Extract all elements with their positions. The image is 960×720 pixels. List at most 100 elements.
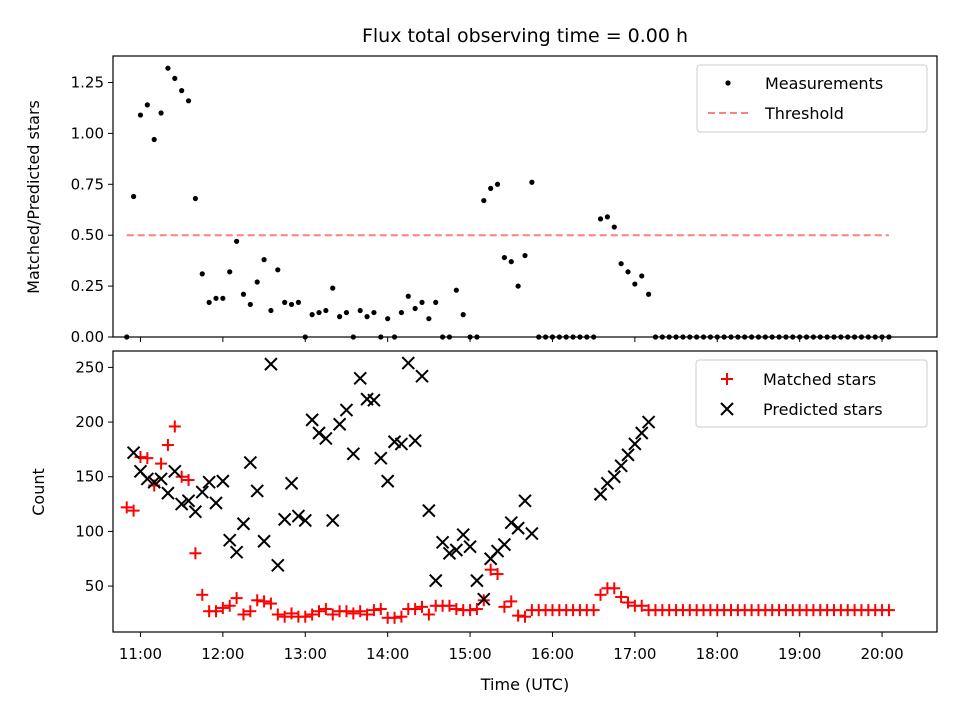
predicted-stars-point <box>319 431 333 446</box>
matched-stars-point <box>491 568 504 581</box>
measurement-point <box>604 214 611 220</box>
matched-stars-point <box>587 604 600 617</box>
predicted-stars-point <box>161 486 175 500</box>
top-y-tick-label: 0.75 <box>71 175 104 193</box>
measurement-point <box>330 285 336 291</box>
predicted-stars-point <box>628 437 642 451</box>
x-tick-label: 19:00 <box>778 645 821 663</box>
predicted-stars-point <box>477 592 491 606</box>
matched-stars-point <box>134 451 147 464</box>
x-tick-label: 11:00 <box>119 645 162 663</box>
matched-stars-point <box>196 588 209 601</box>
measurement-point <box>488 185 494 191</box>
matched-stars-point <box>313 605 325 618</box>
predicted-stars-point <box>277 512 292 527</box>
bottom-y-ticks: 50 100 150 200 250 <box>75 358 113 595</box>
measurement-point <box>405 293 411 299</box>
matched-stars-point <box>175 470 188 483</box>
matched-stars-point <box>237 608 250 621</box>
bottom-y-tick-label: 50 <box>85 577 104 595</box>
matched-stars-point <box>395 610 408 623</box>
measurement-point <box>632 281 638 287</box>
bottom-y-tick-label: 100 <box>75 522 104 540</box>
matched-stars-point <box>498 600 511 613</box>
predicted-stars-point <box>209 496 223 510</box>
predicted-stars-point <box>641 415 656 429</box>
predicted-stars-point <box>429 573 443 588</box>
x-tick-label: 18:00 <box>696 645 739 663</box>
measurement-point <box>323 307 329 314</box>
predicted-stars-point <box>216 474 230 488</box>
matched-stars-point <box>127 504 140 517</box>
measurement-point <box>288 301 295 308</box>
measurement-point <box>131 193 137 200</box>
legend-label-threshold: Threshold <box>764 104 844 123</box>
matched-stars-point <box>299 610 312 623</box>
predicted-stars-point <box>621 448 635 462</box>
bottom-x-ticks: 11:00 12:00 13:00 14:00 15:00 16:00 17:00 18:00… <box>119 632 904 663</box>
measurement-point <box>343 309 350 316</box>
measurement-point <box>185 98 192 104</box>
measurement-point <box>247 301 253 308</box>
predicted-stars-point <box>470 573 484 588</box>
measurement-point <box>412 305 418 312</box>
matched-stars-point <box>210 605 222 618</box>
measurement-point <box>529 179 535 185</box>
predicted-stars-point <box>305 413 319 427</box>
matched-stars-point <box>120 501 133 514</box>
predicted-stars-point <box>408 433 422 448</box>
predicted-stars-point <box>463 540 477 554</box>
bottom-legend-box <box>695 359 928 428</box>
measurement-point <box>357 307 363 314</box>
bottom-legend: Matched stars Predicted stars <box>695 359 928 428</box>
legend-marker-predicted <box>720 402 734 416</box>
measurement-point <box>282 299 288 305</box>
predicted-stars-point <box>593 487 608 501</box>
matched-stars-point <box>882 604 895 617</box>
legend-marker-matched <box>721 373 733 385</box>
matched-stars-point <box>141 452 154 465</box>
bottom-plot-area <box>120 356 895 624</box>
top-x-ticks <box>139 337 883 342</box>
measurement-point <box>137 112 144 118</box>
measurement-point <box>206 299 212 305</box>
predicted-stars-point <box>380 474 395 488</box>
matched-stars-point <box>278 610 291 623</box>
measurement-point <box>192 195 198 202</box>
measurement-point <box>364 314 370 320</box>
measurement-point <box>261 257 267 263</box>
top-legend: Measurements Threshold <box>696 64 928 133</box>
legend-marker-measurements <box>725 80 731 86</box>
measurement-point <box>371 309 377 316</box>
measurement-point <box>316 309 322 316</box>
measurement-point <box>625 269 631 275</box>
predicted-stars-point <box>449 543 464 557</box>
predicted-stars-point <box>435 535 450 550</box>
matched-stars-point <box>622 596 634 609</box>
matched-stars-point <box>635 599 648 612</box>
measurement-point <box>419 299 425 305</box>
matched-stars-point <box>484 563 497 576</box>
predicted-stars-point <box>635 426 649 440</box>
measurement-point <box>481 197 487 204</box>
predicted-stars-point <box>195 485 209 499</box>
legend-label-matched: Matched stars <box>763 370 876 389</box>
top-y-tick-label: 0.00 <box>71 328 104 346</box>
measurement-point <box>172 75 178 81</box>
top-y-axis-label: Matched/Predicted stars <box>24 100 43 294</box>
measurement-point <box>337 314 343 320</box>
matched-stars-point <box>189 547 202 560</box>
matched-stars-point <box>505 595 518 608</box>
predicted-stars-point <box>346 447 361 461</box>
predicted-stars-point <box>271 558 285 573</box>
bottom-y-tick-label: 200 <box>75 413 104 431</box>
predicted-stars-point <box>202 475 216 489</box>
top-axes-frame <box>112 55 938 338</box>
predicted-stars-point <box>456 527 470 542</box>
measurement-point <box>453 287 459 293</box>
predicted-stars-point <box>154 472 168 486</box>
measurement-point <box>268 307 274 314</box>
matched-stars-point <box>244 605 257 618</box>
predicted-stars-point <box>126 445 141 460</box>
top-y-tick-label: 1.25 <box>71 73 104 91</box>
